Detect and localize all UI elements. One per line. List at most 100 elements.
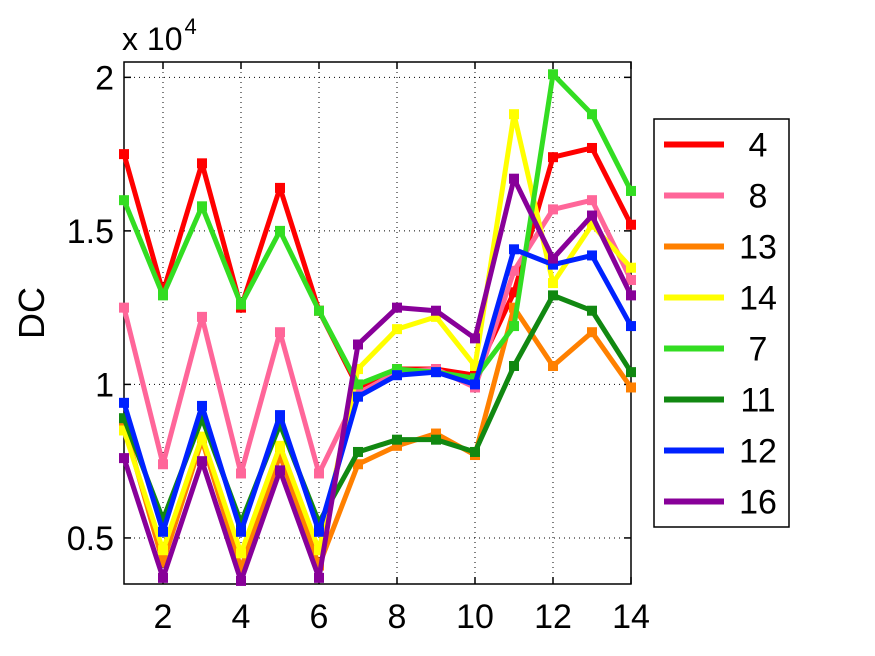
x-tick-label: 10 [456, 598, 494, 636]
legend-item: 7 [664, 331, 767, 369]
data-point [587, 109, 597, 120]
y-tick-label: 0.5 [67, 520, 114, 558]
data-point [548, 259, 558, 270]
legend-item: 11 [664, 382, 776, 420]
legend-item: 16 [664, 484, 777, 522]
data-point [509, 109, 519, 120]
data-point [509, 287, 519, 298]
data-point [353, 339, 363, 350]
data-point [236, 468, 246, 479]
data-point [509, 321, 519, 332]
legend-label: 16 [739, 484, 777, 522]
y-tick-label: 1.5 [67, 213, 114, 251]
data-point [314, 526, 324, 537]
series-12 [119, 244, 636, 537]
data-point [197, 158, 207, 169]
series-line [121, 292, 634, 526]
data-point [275, 440, 285, 451]
data-point [353, 379, 363, 390]
data-point [431, 367, 441, 378]
data-point [158, 514, 168, 525]
legend-item: 4 [664, 127, 767, 165]
series-16 [119, 173, 636, 586]
data-point [587, 210, 597, 221]
data-point [158, 526, 168, 537]
data-point [587, 250, 597, 261]
data-point [626, 275, 636, 286]
data-point [431, 305, 441, 316]
data-point [587, 305, 597, 316]
data-point [197, 311, 207, 322]
data-point [119, 397, 129, 408]
data-point [236, 299, 246, 310]
data-point [431, 311, 441, 322]
data-point [470, 446, 480, 457]
x-tick-label: 12 [534, 598, 572, 636]
data-point [626, 185, 636, 196]
axis-ticks: 2 4 6 8 10 12 14 0.5 1 1.5 2 [67, 59, 650, 636]
legend-item: 13 [664, 229, 777, 267]
data-point [197, 413, 207, 424]
data-point [392, 302, 402, 313]
data-point [119, 425, 129, 436]
data-point [431, 434, 441, 445]
data-point [275, 327, 285, 338]
data-point [509, 302, 519, 313]
data-point [314, 545, 324, 556]
data-point [509, 265, 519, 276]
data-point [275, 182, 285, 193]
data-point [158, 459, 168, 470]
data-point [158, 290, 168, 301]
x-tick-label: 14 [612, 598, 650, 636]
data-point [548, 253, 558, 264]
series-line [121, 197, 634, 476]
data-point [626, 262, 636, 273]
data-point [548, 290, 558, 301]
data-point [119, 195, 129, 206]
x-tick-label: 8 [388, 598, 407, 636]
data-point [314, 517, 324, 528]
x-tick-label: 2 [154, 598, 173, 636]
data-point [431, 428, 441, 439]
data-point [626, 382, 636, 393]
legend-item: 14 [664, 280, 777, 318]
y-tick-label: 1 [95, 366, 114, 404]
data-point [158, 545, 168, 556]
legend-label: 7 [749, 331, 768, 369]
data-point [626, 290, 636, 301]
data-point [392, 370, 402, 381]
y-multiplier-base: x 10 [122, 21, 182, 57]
data-point [236, 563, 246, 574]
data-point [314, 468, 324, 479]
y-axis-multiplier: x 104 [122, 14, 197, 57]
series-4 [119, 142, 636, 393]
data-point [509, 244, 519, 255]
series-line [121, 111, 633, 556]
data-point [275, 225, 285, 236]
data-point [236, 517, 246, 528]
series-lines [119, 69, 636, 586]
data-point [275, 410, 285, 421]
data-point [158, 572, 168, 583]
series-line [121, 71, 634, 387]
data-point [587, 142, 597, 153]
data-point [392, 324, 402, 335]
data-point [548, 360, 558, 371]
data-point [626, 321, 636, 332]
y-tick-label: 2 [95, 59, 114, 97]
data-point [275, 450, 285, 461]
data-point [197, 431, 207, 442]
data-point [587, 195, 597, 206]
data-point [509, 173, 519, 184]
data-point [548, 69, 558, 80]
data-point [236, 548, 246, 559]
data-point [509, 360, 519, 371]
legend-label: 13 [739, 229, 777, 267]
series-line [121, 176, 634, 584]
data-point [392, 440, 402, 451]
legend-box [653, 118, 790, 528]
legend-label: 14 [739, 280, 777, 318]
data-point [548, 204, 558, 215]
data-point [197, 201, 207, 212]
